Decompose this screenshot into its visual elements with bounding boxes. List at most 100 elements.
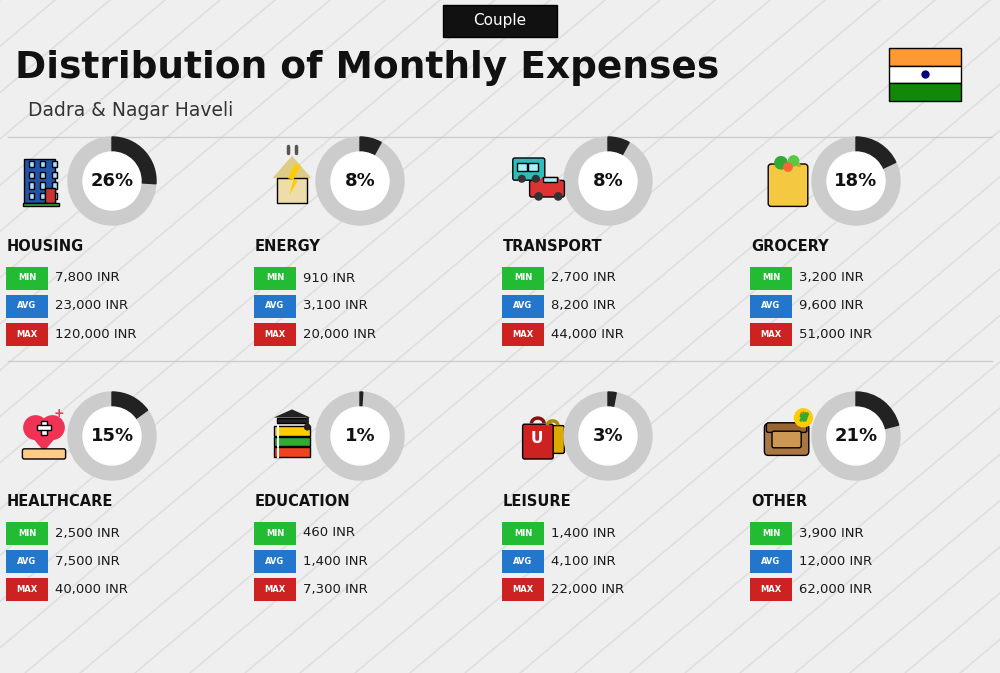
- FancyBboxPatch shape: [29, 182, 34, 188]
- Text: 120,000 INR: 120,000 INR: [55, 328, 136, 341]
- Circle shape: [83, 152, 141, 210]
- Circle shape: [331, 407, 389, 465]
- FancyBboxPatch shape: [274, 447, 310, 457]
- Text: Dadra & Nagar Haveli: Dadra & Nagar Haveli: [28, 102, 233, 120]
- Circle shape: [789, 156, 799, 166]
- FancyBboxPatch shape: [523, 424, 553, 459]
- Text: 7,800 INR: 7,800 INR: [55, 271, 120, 285]
- FancyBboxPatch shape: [23, 203, 59, 206]
- Text: 9,600 INR: 9,600 INR: [799, 299, 864, 312]
- Text: 40,000 INR: 40,000 INR: [55, 583, 128, 596]
- Text: AVG: AVG: [17, 302, 37, 310]
- FancyBboxPatch shape: [750, 267, 792, 289]
- Text: EDUCATION: EDUCATION: [255, 493, 351, 509]
- Text: OTHER: OTHER: [751, 493, 807, 509]
- Text: 3%: 3%: [593, 427, 623, 445]
- Text: MAX: MAX: [264, 330, 286, 339]
- Text: MAX: MAX: [264, 584, 286, 594]
- Circle shape: [518, 176, 525, 182]
- FancyBboxPatch shape: [52, 182, 57, 188]
- FancyBboxPatch shape: [442, 5, 557, 37]
- Text: 8%: 8%: [345, 172, 375, 190]
- Wedge shape: [608, 392, 616, 436]
- FancyBboxPatch shape: [768, 164, 808, 207]
- FancyBboxPatch shape: [750, 295, 792, 318]
- FancyBboxPatch shape: [502, 549, 544, 573]
- Text: AVG: AVG: [265, 302, 285, 310]
- Circle shape: [316, 137, 404, 225]
- FancyBboxPatch shape: [764, 423, 809, 456]
- FancyBboxPatch shape: [6, 522, 48, 544]
- FancyBboxPatch shape: [29, 193, 34, 199]
- FancyBboxPatch shape: [502, 322, 544, 345]
- FancyBboxPatch shape: [29, 172, 34, 178]
- Text: 910 INR: 910 INR: [303, 271, 355, 285]
- Text: 51,000 INR: 51,000 INR: [799, 328, 872, 341]
- Circle shape: [83, 407, 141, 465]
- Text: 3,100 INR: 3,100 INR: [303, 299, 368, 312]
- FancyBboxPatch shape: [541, 425, 564, 454]
- Circle shape: [812, 392, 900, 480]
- FancyBboxPatch shape: [6, 322, 48, 345]
- FancyBboxPatch shape: [502, 577, 544, 600]
- FancyBboxPatch shape: [24, 159, 55, 203]
- Text: HOUSING: HOUSING: [7, 238, 84, 254]
- Text: $: $: [799, 411, 808, 424]
- Text: ENERGY: ENERGY: [255, 238, 321, 254]
- Text: MAX: MAX: [16, 584, 38, 594]
- Text: MAX: MAX: [760, 330, 782, 339]
- FancyBboxPatch shape: [254, 267, 296, 289]
- Wedge shape: [360, 137, 381, 181]
- Text: 3,200 INR: 3,200 INR: [799, 271, 864, 285]
- FancyBboxPatch shape: [52, 172, 57, 178]
- FancyBboxPatch shape: [29, 161, 34, 168]
- Text: TRANSPORT: TRANSPORT: [503, 238, 603, 254]
- Circle shape: [68, 392, 156, 480]
- Text: AVG: AVG: [761, 302, 781, 310]
- Text: 23,000 INR: 23,000 INR: [55, 299, 128, 312]
- Text: 1%: 1%: [345, 427, 375, 445]
- FancyBboxPatch shape: [502, 522, 544, 544]
- Text: MAX: MAX: [16, 330, 38, 339]
- Wedge shape: [856, 392, 899, 436]
- Text: AVG: AVG: [17, 557, 37, 565]
- FancyBboxPatch shape: [254, 295, 296, 318]
- Polygon shape: [24, 427, 64, 452]
- FancyBboxPatch shape: [274, 426, 310, 435]
- Text: 4,100 INR: 4,100 INR: [551, 555, 616, 567]
- FancyBboxPatch shape: [766, 423, 807, 432]
- Text: Couple: Couple: [473, 13, 527, 28]
- Text: 21%: 21%: [834, 427, 878, 445]
- Text: GROCERY: GROCERY: [751, 238, 829, 254]
- FancyBboxPatch shape: [254, 577, 296, 600]
- Circle shape: [68, 137, 156, 225]
- Polygon shape: [288, 164, 300, 195]
- FancyBboxPatch shape: [40, 182, 45, 188]
- Text: 62,000 INR: 62,000 INR: [799, 583, 872, 596]
- Circle shape: [564, 392, 652, 480]
- Text: 15%: 15%: [90, 427, 134, 445]
- FancyBboxPatch shape: [40, 161, 45, 168]
- Text: HEALTHCARE: HEALTHCARE: [7, 493, 113, 509]
- FancyBboxPatch shape: [513, 158, 545, 180]
- FancyBboxPatch shape: [750, 577, 792, 600]
- Text: MIN: MIN: [514, 528, 532, 538]
- Text: 3,900 INR: 3,900 INR: [799, 526, 864, 540]
- Text: MIN: MIN: [762, 528, 780, 538]
- FancyBboxPatch shape: [889, 48, 961, 65]
- Text: AVG: AVG: [513, 557, 533, 565]
- Circle shape: [41, 416, 64, 439]
- Circle shape: [827, 152, 885, 210]
- Text: LEISURE: LEISURE: [503, 493, 572, 509]
- Text: MIN: MIN: [18, 528, 36, 538]
- Text: 2,700 INR: 2,700 INR: [551, 271, 616, 285]
- Circle shape: [579, 407, 637, 465]
- Wedge shape: [360, 392, 363, 436]
- FancyBboxPatch shape: [52, 161, 57, 168]
- FancyBboxPatch shape: [6, 577, 48, 600]
- FancyBboxPatch shape: [37, 425, 51, 431]
- Wedge shape: [856, 137, 896, 181]
- Circle shape: [827, 407, 885, 465]
- Wedge shape: [608, 137, 629, 181]
- FancyBboxPatch shape: [6, 549, 48, 573]
